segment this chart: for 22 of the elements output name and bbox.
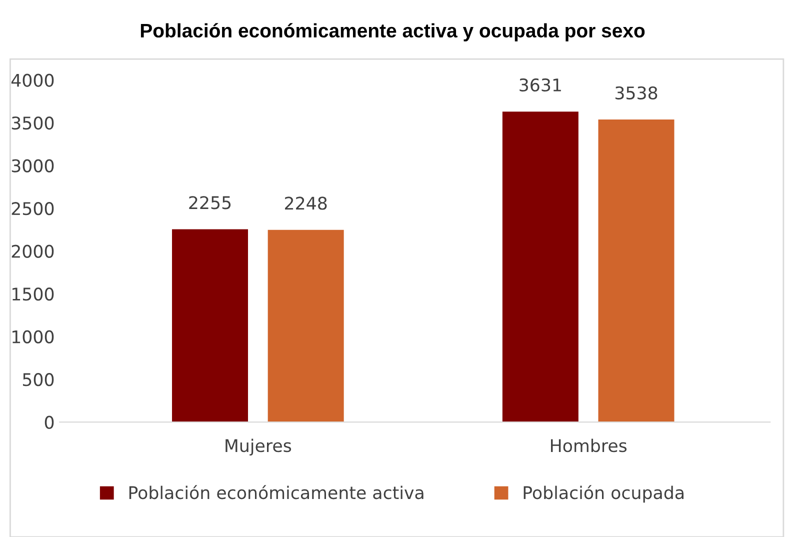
x-tick-label: Mujeres: [226, 438, 292, 456]
legend-label: Población económicamente activa: [129, 485, 424, 500]
y-tick-label: 3000: [12, 159, 54, 172]
x-tick-label: Hombres: [551, 438, 627, 452]
y-tick-label: 500: [23, 373, 54, 386]
bar: [598, 120, 674, 422]
bar: [268, 230, 344, 422]
bar: [172, 229, 248, 422]
y-tick-label: 2500: [12, 202, 54, 216]
bar: [502, 112, 578, 422]
data-label: 3538: [615, 86, 658, 100]
y-tick-label: 1000: [12, 330, 54, 344]
data-label: 3631: [520, 78, 561, 92]
legend-label: Población ocupada: [524, 485, 684, 503]
y-tick-label: 1500: [12, 288, 54, 301]
y-tick-label: 0: [44, 416, 54, 429]
y-tick-label: 4000: [11, 74, 54, 87]
chart-title: Población económicamente activa y ocupada por sexo: [140, 23, 645, 42]
y-tick-label: 2000: [12, 244, 54, 258]
data-label: 2248: [285, 196, 327, 210]
data-label: 2255: [189, 196, 231, 210]
y-tick-label: 3500: [12, 116, 54, 130]
